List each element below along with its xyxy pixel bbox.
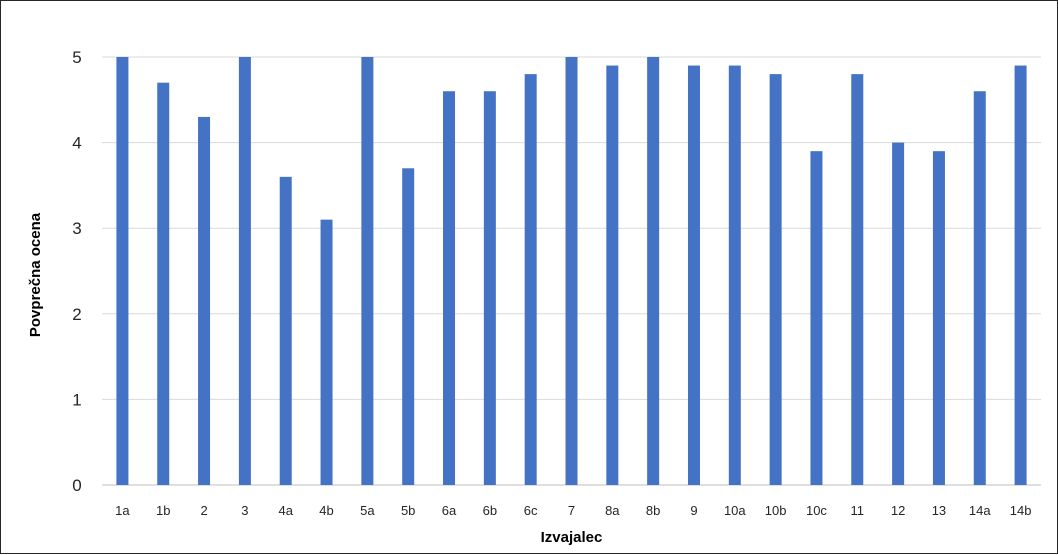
x-tick-labels: 1a 1b 2 3 4a 4b 5a 5b 6a 6b 6c 7 8a 8b 9 10a 10b 10c 11 12 1… <box>115 503 1031 518</box>
x-tick-label: 3 <box>241 503 248 518</box>
x-axis-title: Izvajalec <box>541 529 603 546</box>
bar-6c <box>524 74 537 486</box>
y-axis-title: Povprečna ocena <box>27 212 44 337</box>
x-tick-label: 1b <box>156 503 170 518</box>
x-tick-label: 8a <box>605 503 620 518</box>
x-tick-label: 8b <box>646 503 660 518</box>
bar-8b <box>647 57 660 485</box>
x-tick-label: 5b <box>401 503 415 518</box>
bar-6a <box>443 91 456 486</box>
bar-1a <box>116 57 129 485</box>
bars <box>116 57 1027 486</box>
bar-2 <box>198 116 211 486</box>
x-tick-label: 12 <box>891 503 905 518</box>
y-tick-label: 1 <box>72 390 81 409</box>
bar-4a <box>279 176 292 485</box>
bar-10b <box>769 74 782 486</box>
bar-14b <box>1014 65 1027 485</box>
x-tick-label: 14b <box>1010 503 1032 518</box>
bar-8a <box>606 65 619 485</box>
x-tick-label: 6a <box>442 503 457 518</box>
x-tick-label: 10a <box>724 503 746 518</box>
x-tick-label: 7 <box>568 503 575 518</box>
y-tick-labels: 0 1 2 3 4 5 <box>72 48 81 495</box>
bar-4b <box>320 219 333 485</box>
bar-5b <box>402 168 415 485</box>
x-tick-label: 4a <box>278 503 293 518</box>
bar-12 <box>892 142 905 485</box>
bar-5a <box>361 57 374 485</box>
x-tick-label: 10c <box>806 503 827 518</box>
bar-1b <box>157 82 170 486</box>
bar-10a <box>728 65 741 485</box>
x-tick-label: 4b <box>319 503 333 518</box>
x-tick-label: 10b <box>765 503 787 518</box>
x-tick-label: 14a <box>969 503 991 518</box>
bar-13 <box>932 151 945 485</box>
x-tick-label: 6b <box>483 503 497 518</box>
y-tick-label: 4 <box>72 134 81 153</box>
x-tick-label: 13 <box>932 503 946 518</box>
bar-10c <box>810 151 823 485</box>
x-tick-label: 2 <box>200 503 207 518</box>
bar-14a <box>973 91 986 486</box>
y-tick-label: 0 <box>72 476 81 495</box>
y-tick-label: 2 <box>72 305 81 324</box>
bar-3 <box>238 57 251 485</box>
bar-7 <box>565 57 578 485</box>
x-tick-label: 6c <box>524 503 538 518</box>
bar-9 <box>687 65 700 485</box>
bar-11 <box>851 74 864 486</box>
y-tick-label: 5 <box>72 48 81 67</box>
bar-6b <box>483 91 496 486</box>
y-tick-label: 3 <box>72 219 81 238</box>
x-tick-label: 11 <box>851 503 865 518</box>
x-tick-label: 9 <box>690 503 697 518</box>
x-tick-label: 5a <box>360 503 375 518</box>
x-tick-label: 1a <box>115 503 130 518</box>
